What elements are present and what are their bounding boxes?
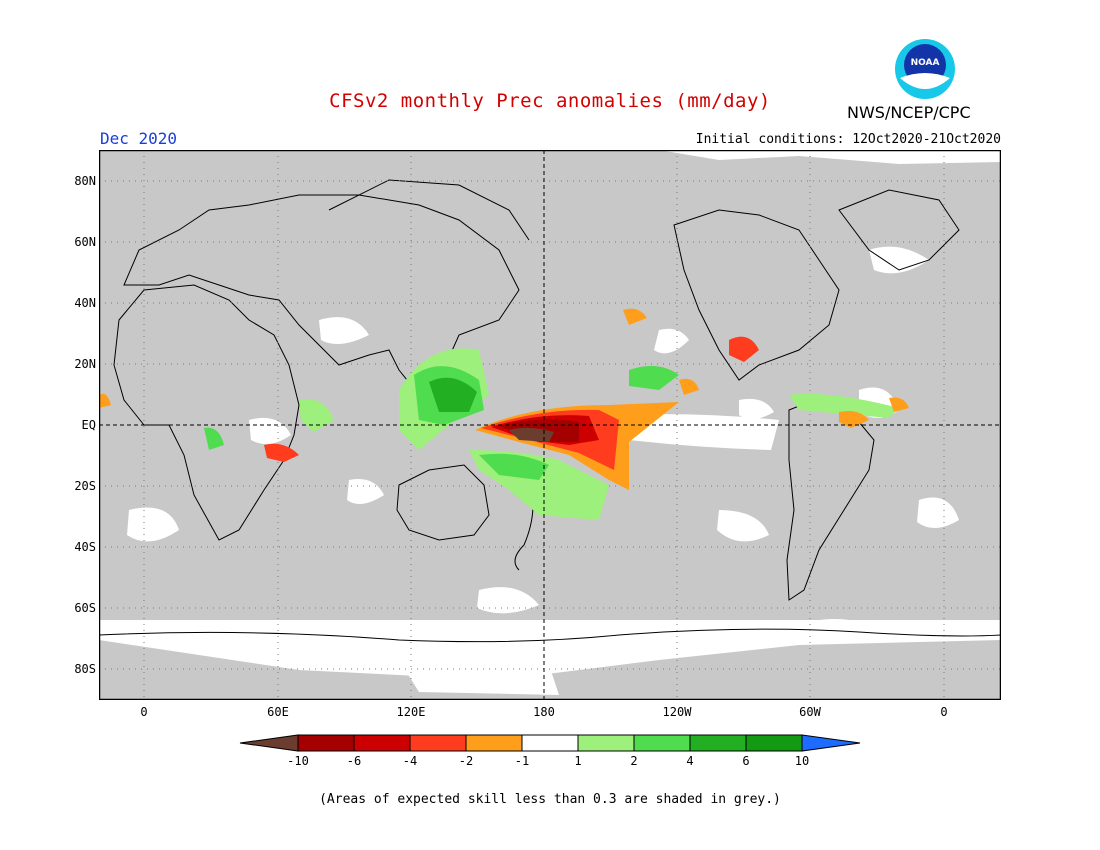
colorbar-swatch xyxy=(577,734,635,752)
colorbar: -10 -6 -4 -2 -1 1 2 4 6 10 xyxy=(239,734,861,768)
map-title: CFSv2 monthly Prec anomalies (mm/day) xyxy=(329,90,771,112)
map-frame xyxy=(99,150,1001,700)
noaa-logo: NOAA xyxy=(895,39,955,99)
colorbar-label: -1 xyxy=(515,754,529,768)
colorbar-swatch xyxy=(521,734,579,752)
longitude-axis: 0 60E 120E 180 120W 60W 0 xyxy=(140,705,947,719)
colorbar-label: 10 xyxy=(795,754,809,768)
lon-label: 120E xyxy=(397,705,426,719)
colorbar-label: 4 xyxy=(686,754,693,768)
colorbar-swatch xyxy=(297,734,355,752)
colorbar-swatch xyxy=(465,734,523,752)
lat-label: 20S xyxy=(74,479,96,493)
lat-label: 20N xyxy=(74,357,96,371)
colorbar-label: 6 xyxy=(742,754,749,768)
colorbar-label: -10 xyxy=(287,754,309,768)
colorbar-swatch xyxy=(409,734,467,752)
colorbar-label: -4 xyxy=(403,754,417,768)
wet-anomalies xyxy=(204,348,899,520)
lat-label: 60S xyxy=(74,601,96,615)
lon-label: 60E xyxy=(267,705,289,719)
colorbar-label: -2 xyxy=(459,754,473,768)
svg-text:NOAA: NOAA xyxy=(911,58,940,68)
lat-label: 80S xyxy=(74,662,96,676)
lat-label: 60N xyxy=(74,235,96,249)
colorbar-swatch xyxy=(689,734,747,752)
initial-conditions: Initial conditions: 12Oct2020-21Oct2020 xyxy=(695,132,1001,147)
skill-note: (Areas of expected skill less than 0.3 a… xyxy=(319,792,781,807)
colorbar-upper-extend xyxy=(801,734,861,752)
lat-label: EQ xyxy=(82,418,96,432)
dry-anomalies xyxy=(99,308,909,490)
forecast-month: Dec 2020 xyxy=(100,129,178,148)
lon-label: 0 xyxy=(140,705,147,719)
colorbar-label: 1 xyxy=(574,754,581,768)
lon-label: 60W xyxy=(799,705,821,719)
precip-anomaly-map xyxy=(99,150,1001,700)
lon-label: 180 xyxy=(533,705,555,719)
colorbar-swatch xyxy=(633,734,691,752)
lat-label: 40S xyxy=(74,540,96,554)
lon-label: 0 xyxy=(940,705,947,719)
lat-label: 40N xyxy=(74,296,96,310)
lon-label: 120W xyxy=(663,705,693,719)
colorbar-label: -6 xyxy=(347,754,361,768)
colorbar-lower-extend xyxy=(239,734,299,752)
colorbar-label: 2 xyxy=(630,754,637,768)
latitude-axis: 80N 60N 40N 20N EQ 20S 40S 60S 80S xyxy=(74,174,96,676)
lat-label: 80N xyxy=(74,174,96,188)
colorbar-swatch xyxy=(745,734,803,752)
colorbar-swatch xyxy=(353,734,411,752)
agency-label: NWS/NCEP/CPC xyxy=(847,103,971,122)
